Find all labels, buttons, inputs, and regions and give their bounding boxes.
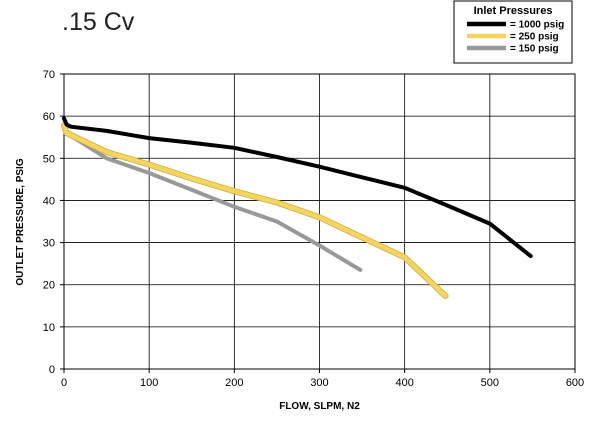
x-axis-label: FLOW, SLPM, N2 xyxy=(279,401,360,412)
x-tick-label-400: 400 xyxy=(395,377,413,389)
series-lines xyxy=(61,116,533,300)
y-tick-label-20: 20 xyxy=(43,280,55,292)
legend-label-150-psig: = 150 psig xyxy=(510,44,559,55)
x-tick-label-100: 100 xyxy=(140,377,158,389)
series-line-250-psig xyxy=(61,123,448,299)
legend-items: = 1000 psig= 250 psig= 150 psig xyxy=(467,20,564,55)
series-line-1000-psig xyxy=(62,116,533,259)
y-tick-label-50: 50 xyxy=(43,153,55,165)
x-tick-labels: 0 100 200 300 400 500 600 xyxy=(61,369,584,389)
legend-box xyxy=(453,0,573,64)
y-tick-label-70: 70 xyxy=(43,69,55,81)
y-tick-label-60: 60 xyxy=(43,111,55,123)
legend-title: Inlet Pressures xyxy=(474,5,553,17)
x-tick-label-0: 0 xyxy=(61,377,67,389)
legend-label-1000-psig: = 1000 psig xyxy=(510,20,564,31)
x-tick-label-300: 300 xyxy=(310,377,328,389)
y-tick-label-30: 30 xyxy=(43,238,55,250)
legend-label-250-psig: = 250 psig xyxy=(510,32,559,43)
x-tick-label-600: 600 xyxy=(566,377,584,389)
x-tick-label-500: 500 xyxy=(481,377,499,389)
legend: Inlet Pressures = 1000 psig= 250 psig= 1… xyxy=(453,0,573,64)
y-tick-label-10: 10 xyxy=(43,322,55,334)
y-tick-label-0: 0 xyxy=(49,364,55,376)
y-axis-label: OUTLET PRESSURE, PSIG xyxy=(15,158,26,285)
chart-title: .15 Cv xyxy=(62,8,135,36)
grid-lines xyxy=(64,74,575,369)
y-tick-labels: 0 10 20 30 40 50 60 70 xyxy=(43,69,64,376)
x-tick-label-200: 200 xyxy=(225,377,243,389)
y-tick-label-40: 40 xyxy=(43,195,55,207)
